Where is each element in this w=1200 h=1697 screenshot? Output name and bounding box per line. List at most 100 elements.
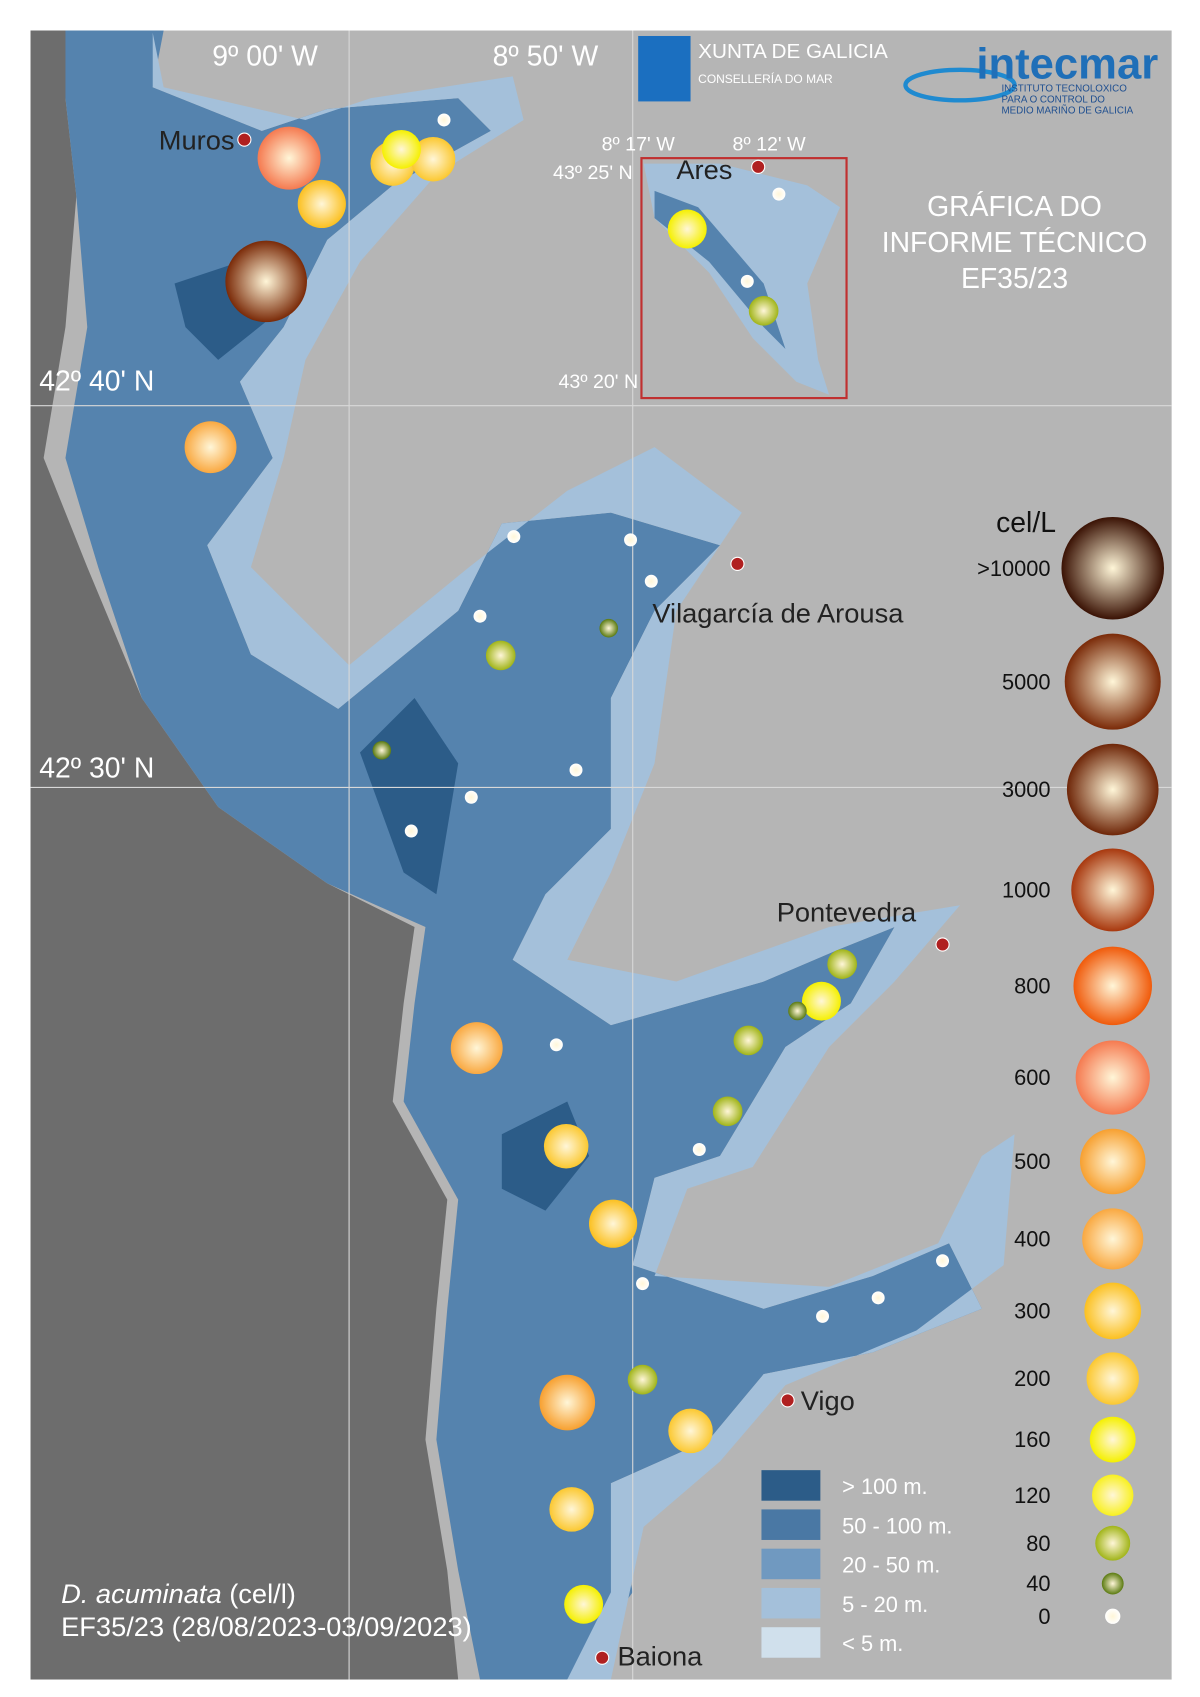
lon-label: 8º 50' W [493,40,599,72]
depth-swatch [761,1470,821,1501]
town-dot [237,132,252,147]
station [372,741,392,760]
legend-symbol [1064,633,1161,730]
xunta-logo [638,35,691,102]
legend-symbol [1095,1525,1131,1561]
station [485,640,516,671]
inset-lon-label: 8º 17' W [602,134,676,156]
legend-symbol [1073,946,1152,1026]
caption-period: EF35/23 (28/08/2023-03/09/2023) [61,1611,472,1642]
depth-legend: > 100 m. 50 - 100 m. 20 - 50 m. 5 - 20 m… [761,1470,952,1658]
town-label: Vigo [801,1385,855,1416]
legend-label: 80 [1026,1531,1050,1556]
legend-label: 120 [1014,1483,1050,1508]
depth-label: 5 - 20 m. [842,1592,928,1617]
station [733,1025,764,1056]
depth-label: 50 - 100 m. [842,1513,952,1538]
town-label: Pontevedra [777,897,917,928]
town-label: Muros [159,124,235,155]
legend-label: 400 [1014,1227,1050,1252]
station [788,1001,807,1021]
intecmar-title: intecmar [976,41,1158,89]
station [668,1408,713,1454]
town-label: Vilagarcía de Arousa [652,598,904,629]
water-over-100 [174,261,590,1211]
station [772,187,786,201]
station [225,240,307,323]
station [410,136,456,182]
inset-lat-label: 43º 25' N [553,162,633,184]
station [936,1254,950,1268]
station [381,129,421,169]
station [692,1143,706,1156]
title: INFORME TÉCNICO [882,227,1148,259]
station [667,209,707,249]
legend-label: 40 [1026,1571,1050,1596]
station [539,1374,596,1431]
town-dot [595,1650,610,1665]
lon-label: 9º 00' W [212,40,318,72]
station [473,609,487,623]
legend-label: 800 [1014,974,1050,999]
station [549,1038,563,1052]
depth-label: < 5 m. [842,1631,903,1656]
legend-symbol [1092,1474,1134,1516]
legend-symbol [1071,848,1155,932]
legend-label: 5000 [1002,669,1051,694]
station [543,1123,589,1169]
open-sea [30,30,459,1680]
depth-swatch [761,1627,821,1658]
station [801,981,841,1021]
station [748,295,779,326]
intecmar-subtitle: MEDIO MARIÑO DE GALICIA [1001,105,1133,116]
station [184,421,237,474]
station [450,1022,503,1075]
legend-symbol [1101,1572,1124,1595]
legend-label: >10000 [977,556,1050,581]
town-label: Baiona [617,1640,703,1671]
legend-label: 500 [1014,1149,1050,1174]
station [636,1277,650,1291]
inset-lon-label: 8º 12' W [733,134,807,156]
legend-symbol [1082,1208,1144,1270]
station [257,126,321,190]
town-dot [730,556,745,571]
xunta-title: XUNTA DE GALICIA [698,40,888,63]
station [871,1291,885,1305]
station [740,274,754,288]
title: EF35/23 [961,263,1068,295]
legend-symbol [1089,1416,1136,1463]
station [464,790,478,804]
water-50-100 [65,30,982,1680]
legend-symbol [1061,516,1164,620]
legend-symbol [1105,1608,1121,1624]
legend-symbol [1086,1352,1139,1405]
legend-label: 200 [1014,1366,1050,1391]
town-dot [935,937,950,952]
lat-label: 42º 30' N [39,753,154,785]
depth-swatch [761,1509,821,1540]
town-label: Ares [676,154,732,185]
legend-label: 600 [1014,1065,1050,1090]
legend-label: 3000 [1002,777,1051,802]
station [564,1584,604,1624]
legend-symbol [1075,1040,1150,1115]
caption: D. acuminata (cel/l) [61,1578,296,1609]
station [624,533,638,547]
depth-label: > 100 m. [842,1474,927,1499]
legend-symbol [1080,1128,1146,1195]
station [827,949,858,979]
intecmar-subtitle: INSTITUTO TECNOLOXICO [1001,84,1127,95]
station [712,1096,743,1127]
station [816,1309,830,1323]
station [437,113,451,127]
xunta-subtitle: CONSELLERÍA DO MAR [698,71,833,86]
legend-symbol [1084,1282,1142,1340]
station [404,824,418,838]
intecmar-subtitle: PARA O CONTROL DO [1001,95,1105,106]
station [599,618,618,638]
caption-species: D. acuminata [61,1578,222,1609]
station [644,574,658,588]
depth-swatch [761,1548,821,1580]
